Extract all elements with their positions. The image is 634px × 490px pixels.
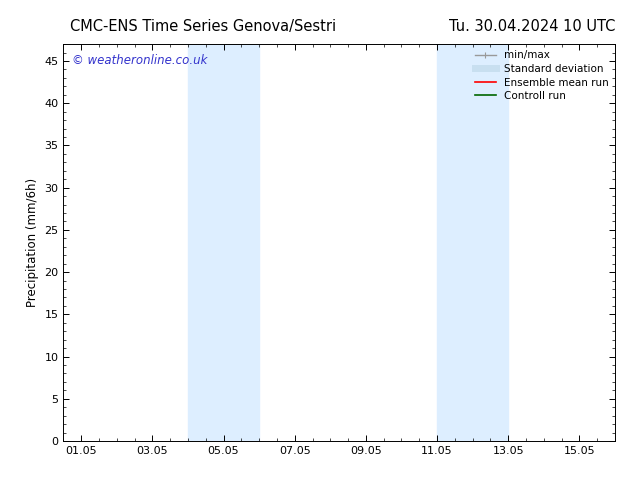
Bar (437, 44, 508, 441)
Y-axis label: Precipitation (mm/6h): Precipitation (mm/6h) (26, 178, 39, 307)
Text: © weatheronline.co.uk: © weatheronline.co.uk (72, 54, 207, 67)
Bar (188, 44, 259, 441)
Text: CMC-ENS Time Series Genova/Sestri: CMC-ENS Time Series Genova/Sestri (70, 20, 336, 34)
Legend: min/max, Standard deviation, Ensemble mean run, Controll run: min/max, Standard deviation, Ensemble me… (470, 46, 613, 105)
Title: CMC-ENS Time Series Genova/Sestri    Tu. 30.04.2024 10 UTC: CMC-ENS Time Series Genova/Sestri Tu. 30… (0, 489, 1, 490)
Text: Tu. 30.04.2024 10 UTC: Tu. 30.04.2024 10 UTC (449, 20, 615, 34)
